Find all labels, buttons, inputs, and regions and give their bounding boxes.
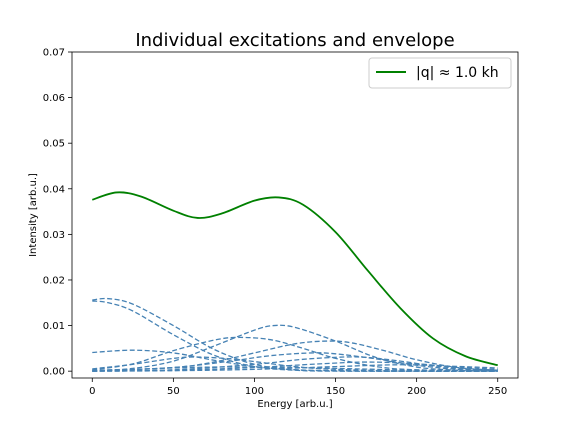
y-tick-label: 0.05	[43, 139, 65, 150]
plot-lines	[91, 191, 498, 372]
y-tick-label: 0.01	[43, 321, 65, 332]
x-tick-label: 0	[89, 386, 95, 397]
x-axis-label: Energy [arb.u.]	[257, 399, 332, 410]
excitation-line	[92, 324, 498, 372]
excitation-line	[92, 340, 498, 372]
excitation-line	[92, 356, 498, 372]
x-tick-label: 200	[407, 386, 426, 397]
excitation-line	[92, 364, 498, 372]
y-tick-label: 0.04	[43, 184, 65, 195]
legend-box	[368, 57, 512, 89]
envelope-line	[91, 191, 498, 367]
x-tick-label: 50	[167, 386, 180, 397]
x-tick-label: 250	[488, 386, 507, 397]
y-tick-label: 0.00	[43, 367, 65, 378]
excitation-line	[92, 336, 498, 372]
y-tick-label: 0.03	[43, 230, 65, 241]
x-axis-ticks: 0 50 100 150 200 250	[89, 378, 507, 397]
y-tick-label: 0.02	[43, 275, 65, 286]
x-tick-label: 100	[245, 386, 264, 397]
legend-label: |q| ≈ 1.0 kh	[416, 65, 499, 81]
y-tick-label: 0.07	[43, 48, 65, 59]
legend: |q| ≈ 1.0 kh	[368, 57, 512, 89]
y-axis-ticks: 0.00 0.01 0.02 0.03 0.04 0.05 0.06 0.07	[43, 48, 72, 378]
excitation-line	[92, 361, 498, 372]
plot-frame	[71, 51, 519, 379]
excitation-line	[92, 356, 498, 372]
y-tick-label: 0.06	[43, 93, 65, 104]
excitation-line	[92, 352, 498, 372]
excitation-line	[92, 366, 498, 372]
x-tick-label: 150	[326, 386, 345, 397]
y-axis-label: Intensity [arb.u.]	[28, 173, 39, 257]
chart-title: Individual excitations and envelope	[135, 30, 454, 51]
